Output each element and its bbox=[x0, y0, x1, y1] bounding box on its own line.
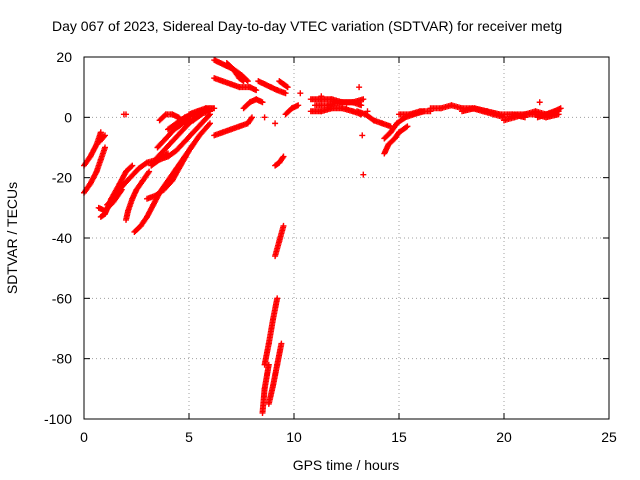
y-axis-label: SDTVAR / TECUs bbox=[4, 182, 20, 294]
data-point-plus bbox=[557, 105, 564, 112]
data-point-plus bbox=[239, 77, 246, 84]
data-point-plus bbox=[128, 163, 135, 170]
data-point-plus bbox=[318, 93, 325, 100]
y-tick-label: 20 bbox=[56, 49, 72, 65]
data-point-plus bbox=[146, 168, 153, 175]
data-point-plus bbox=[129, 162, 136, 169]
data-point-plus bbox=[207, 111, 213, 118]
data-point-plus bbox=[356, 84, 363, 91]
data-point-plus bbox=[261, 114, 268, 121]
data-point-plus bbox=[283, 83, 290, 90]
data-point-plus bbox=[100, 133, 107, 140]
data-point-plus bbox=[295, 102, 302, 109]
x-axis-ticks: 0 5 10 15 20 25 bbox=[80, 57, 617, 445]
data-point-plus bbox=[280, 222, 287, 229]
x-axis-label: GPS time / hours bbox=[293, 457, 400, 473]
data-point-plus bbox=[536, 99, 543, 106]
data-point-plus bbox=[360, 171, 367, 178]
data-point-plus bbox=[145, 169, 152, 176]
x-tick-label: 20 bbox=[496, 429, 512, 445]
x-tick-label: 0 bbox=[80, 429, 88, 445]
data-point-plus bbox=[249, 114, 255, 121]
chart-title: Day 067 of 2023, Sidereal Day-to-day VTE… bbox=[52, 18, 562, 34]
data-point-plus bbox=[211, 105, 218, 112]
data-point-plus bbox=[359, 132, 366, 139]
data-point-plus bbox=[403, 124, 410, 131]
data-point-plus bbox=[343, 105, 350, 112]
data-point-plus bbox=[280, 153, 287, 160]
y-axis-ticks: -100 -80 -60 -40 -20 0 20 bbox=[44, 49, 609, 427]
data-point-plus bbox=[253, 87, 260, 94]
x-tick-label: 25 bbox=[601, 429, 617, 445]
y-tick-label: -20 bbox=[52, 170, 72, 186]
data-point-plus bbox=[279, 154, 286, 161]
data-point-plus bbox=[272, 120, 279, 127]
y-tick-label: -40 bbox=[52, 230, 72, 246]
data-point-plus bbox=[358, 102, 365, 109]
data-point-plus bbox=[123, 111, 129, 118]
data-point-plus bbox=[404, 123, 411, 130]
x-tick-label: 10 bbox=[286, 429, 302, 445]
data-point-plus bbox=[360, 96, 367, 103]
y-tick-label: -100 bbox=[44, 411, 72, 427]
y-tick-label: -60 bbox=[52, 290, 72, 306]
data-point-plus bbox=[205, 112, 212, 119]
data-point-plus bbox=[259, 99, 266, 106]
data-point-plus bbox=[284, 84, 291, 91]
data-point-plus bbox=[102, 144, 108, 151]
data-point-plus bbox=[205, 121, 212, 128]
data-points bbox=[81, 57, 564, 416]
data-point-plus bbox=[364, 108, 371, 115]
y-tick-label: -80 bbox=[52, 351, 72, 367]
data-point-plus bbox=[278, 340, 285, 347]
y-tick-label: 0 bbox=[64, 109, 72, 125]
data-point-plus bbox=[282, 90, 289, 97]
data-point-plus bbox=[297, 90, 304, 97]
data-point-plus bbox=[248, 115, 255, 122]
x-tick-label: 5 bbox=[185, 429, 193, 445]
data-point-plus bbox=[207, 120, 213, 127]
data-point-plus bbox=[102, 132, 108, 139]
data-point-plus bbox=[274, 295, 281, 302]
data-point-plus bbox=[240, 78, 247, 85]
x-tick-label: 15 bbox=[391, 429, 407, 445]
